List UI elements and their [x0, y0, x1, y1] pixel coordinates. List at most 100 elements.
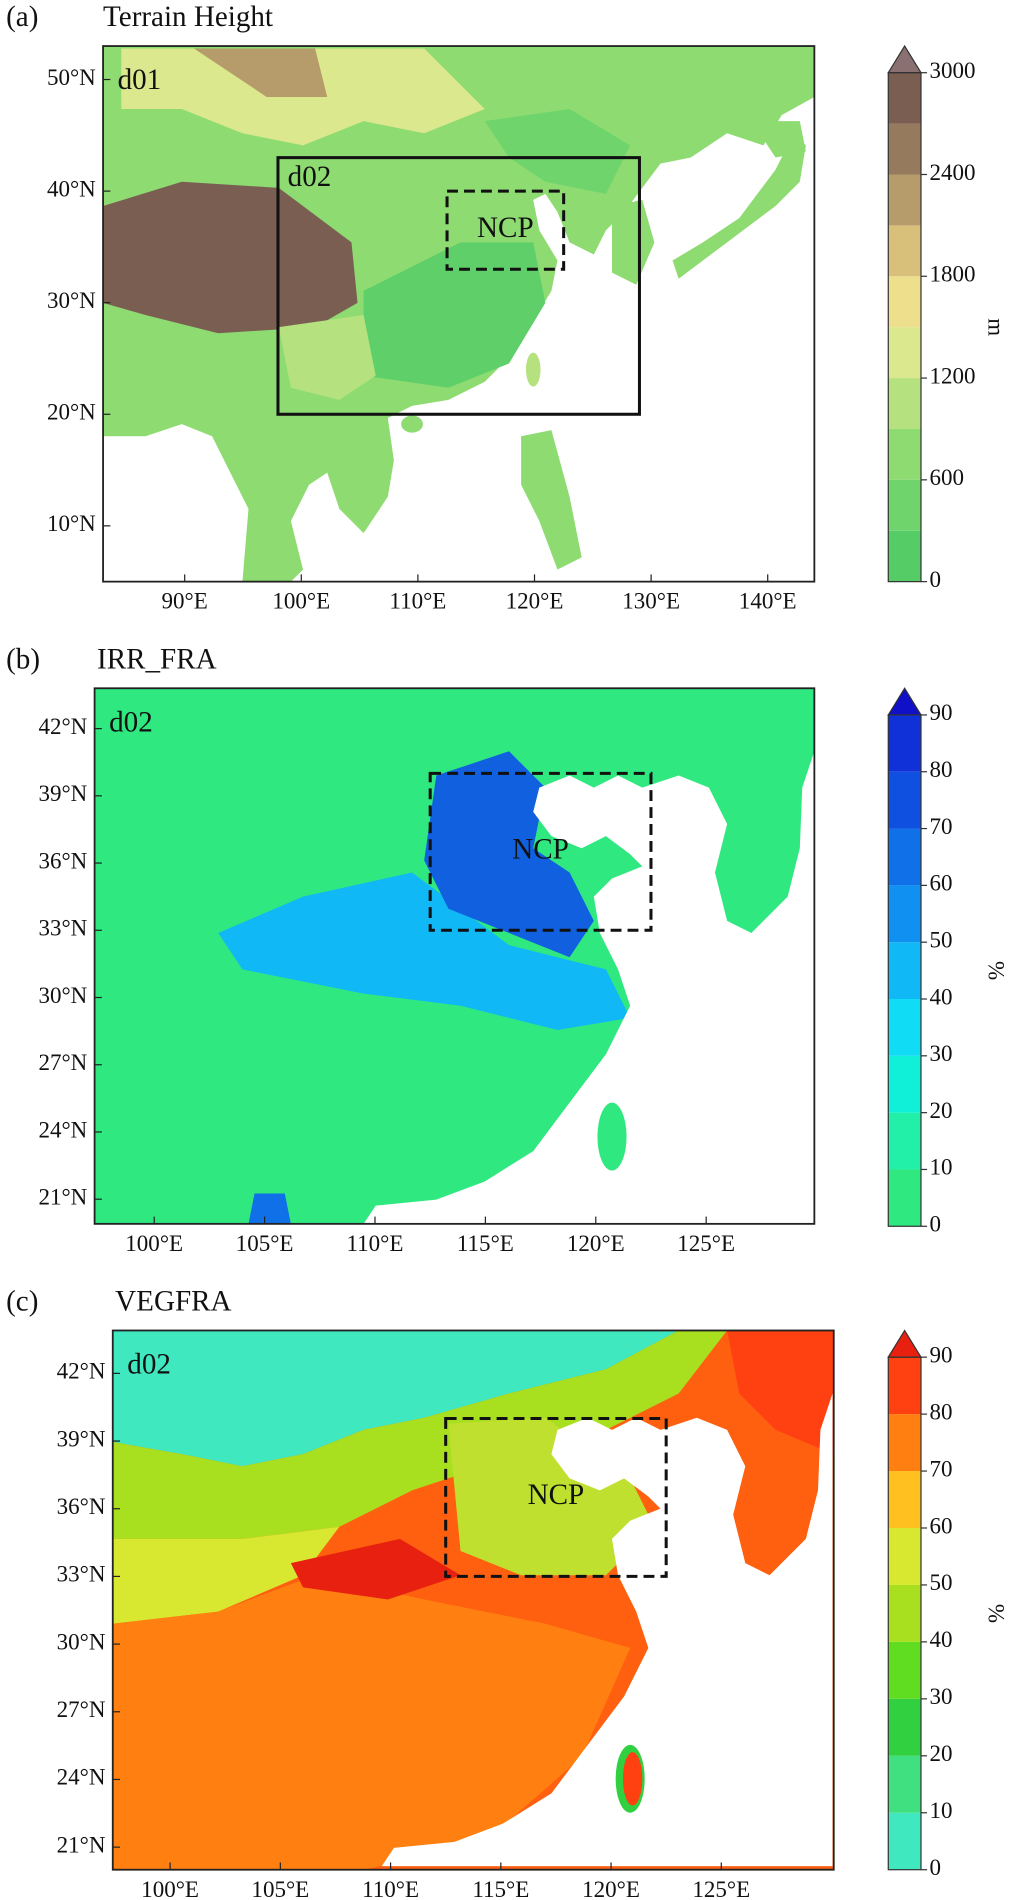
colorbar-band: [888, 1812, 921, 1870]
colorbar-band: [888, 771, 921, 829]
domain-box: [444, 1416, 668, 1578]
colorbar-band: [888, 1755, 921, 1813]
x-tick-label: 120°E: [506, 588, 564, 614]
colorbar-tick-label: 0: [929, 566, 941, 592]
y-tick-label: 24°N: [38, 1116, 87, 1142]
colorbar-tick-label: 80: [929, 756, 952, 782]
colorbar-tick-label: 600: [929, 464, 964, 490]
colorbar-frame: [887, 72, 922, 583]
colorbar-tick-label: 10: [929, 1797, 952, 1823]
colorbar-band: [888, 714, 921, 772]
colorbar-band: [888, 1112, 921, 1170]
colorbar-band: [888, 530, 921, 582]
colorbar-tick-label: 20: [929, 1740, 952, 1766]
x-tick-label: 115°E: [457, 1230, 514, 1256]
y-tick-label: 21°N: [38, 1183, 87, 1209]
colorbar-unit: m: [983, 318, 1009, 336]
box-label: NCP: [477, 212, 534, 244]
y-tick-label: 40°N: [47, 175, 96, 201]
colorbar-band: [888, 1641, 921, 1699]
y-tick-label: 42°N: [38, 713, 87, 739]
y-tick-label: 36°N: [57, 1493, 106, 1519]
colorbar-band: [888, 1357, 921, 1415]
x-tick-label: 115°E: [472, 1876, 529, 1900]
map-frame: [93, 687, 816, 1225]
y-tick-label: 20°N: [47, 399, 96, 425]
colorbar-band: [888, 1414, 921, 1472]
colorbar-band: [888, 999, 921, 1056]
colorbar-tick-label: 20: [929, 1097, 952, 1123]
colorbar-tick-label: 0: [929, 1211, 941, 1237]
y-tick-label: 33°N: [38, 915, 87, 941]
colorbar-band: [888, 174, 921, 226]
colorbar-band: [888, 1527, 921, 1585]
colorbar-tick-label: 90: [929, 1341, 952, 1367]
y-tick-label: 30°N: [38, 982, 87, 1008]
colorbar-tick-label: 3000: [929, 57, 975, 83]
x-tick-label: 125°E: [692, 1876, 750, 1900]
y-tick-label: 39°N: [57, 1425, 106, 1451]
x-tick-label: 90°E: [162, 588, 208, 614]
colorbar-band: [888, 327, 921, 379]
colorbar-band: [888, 1169, 921, 1227]
x-tick-label: 100°E: [125, 1230, 183, 1256]
colorbar-band: [888, 1698, 921, 1756]
y-tick-label: 30°N: [57, 1628, 106, 1654]
colorbar-frame: [887, 1356, 922, 1871]
y-tick-label: 39°N: [38, 780, 87, 806]
x-tick-label: 110°E: [389, 588, 446, 614]
y-tick-label: 10°N: [47, 510, 96, 536]
colorbar-tick-label: 30: [929, 1683, 952, 1709]
colorbar-band: [888, 123, 921, 175]
colorbar-band: [888, 72, 921, 124]
x-tick-label: 105°E: [236, 1230, 294, 1256]
domain-box: [276, 156, 641, 416]
colorbar-tick-label: 60: [929, 870, 952, 896]
panel-title: IRR_FRA: [97, 643, 217, 675]
vegetation-map: [112, 1330, 834, 1870]
colorbar-tick-label: 80: [929, 1398, 952, 1424]
colorbar-unit: %: [983, 961, 1009, 980]
colorbar-tick-label: 30: [929, 1040, 952, 1066]
x-tick-label: 140°E: [739, 588, 797, 614]
x-tick-label: 105°E: [251, 1876, 309, 1900]
colorbar-tick-label: 60: [929, 1512, 952, 1538]
colorbar-frame: [887, 714, 922, 1227]
colorbar-band: [888, 1471, 921, 1528]
colorbar-band: [888, 942, 921, 1000]
colorbar-tick-label: 40: [929, 983, 952, 1009]
panel-title: VEGFRA: [115, 1285, 231, 1317]
y-tick-label: 30°N: [47, 287, 96, 313]
y-tick-label: 21°N: [57, 1831, 106, 1857]
x-tick-label: 100°E: [272, 588, 330, 614]
box-label: d02: [288, 161, 332, 193]
map-frame: [102, 45, 816, 583]
x-tick-label: 110°E: [362, 1876, 419, 1900]
colorbar-band: [888, 479, 921, 531]
panel-label: (b): [6, 643, 40, 675]
x-tick-label: 100°E: [141, 1876, 199, 1900]
y-tick-label: 33°N: [57, 1561, 106, 1587]
colorbar-band: [888, 378, 921, 429]
colorbar-tick-label: 90: [929, 699, 952, 725]
map-frame: [111, 1329, 835, 1871]
colorbar-tick-label: 0: [929, 1854, 941, 1880]
colorbar-tick-label: 1800: [929, 261, 975, 287]
colorbar-extend: [887, 1329, 923, 1358]
colorbar-band: [888, 276, 921, 328]
y-tick-label: 50°N: [47, 64, 96, 90]
terrain-map: [103, 46, 815, 582]
x-tick-label: 120°E: [582, 1876, 640, 1900]
y-tick-label: 42°N: [57, 1358, 106, 1384]
x-tick-label: 130°E: [622, 588, 680, 614]
colorbar-tick-label: 70: [929, 1455, 952, 1481]
domain-label: d02: [109, 706, 153, 738]
colorbar-band: [888, 1055, 921, 1113]
y-tick-label: 24°N: [57, 1764, 106, 1790]
colorbar-extend: [887, 687, 923, 716]
y-tick-label: 27°N: [38, 1049, 87, 1075]
x-tick-label: 125°E: [677, 1230, 735, 1256]
domain-box: [428, 771, 653, 932]
